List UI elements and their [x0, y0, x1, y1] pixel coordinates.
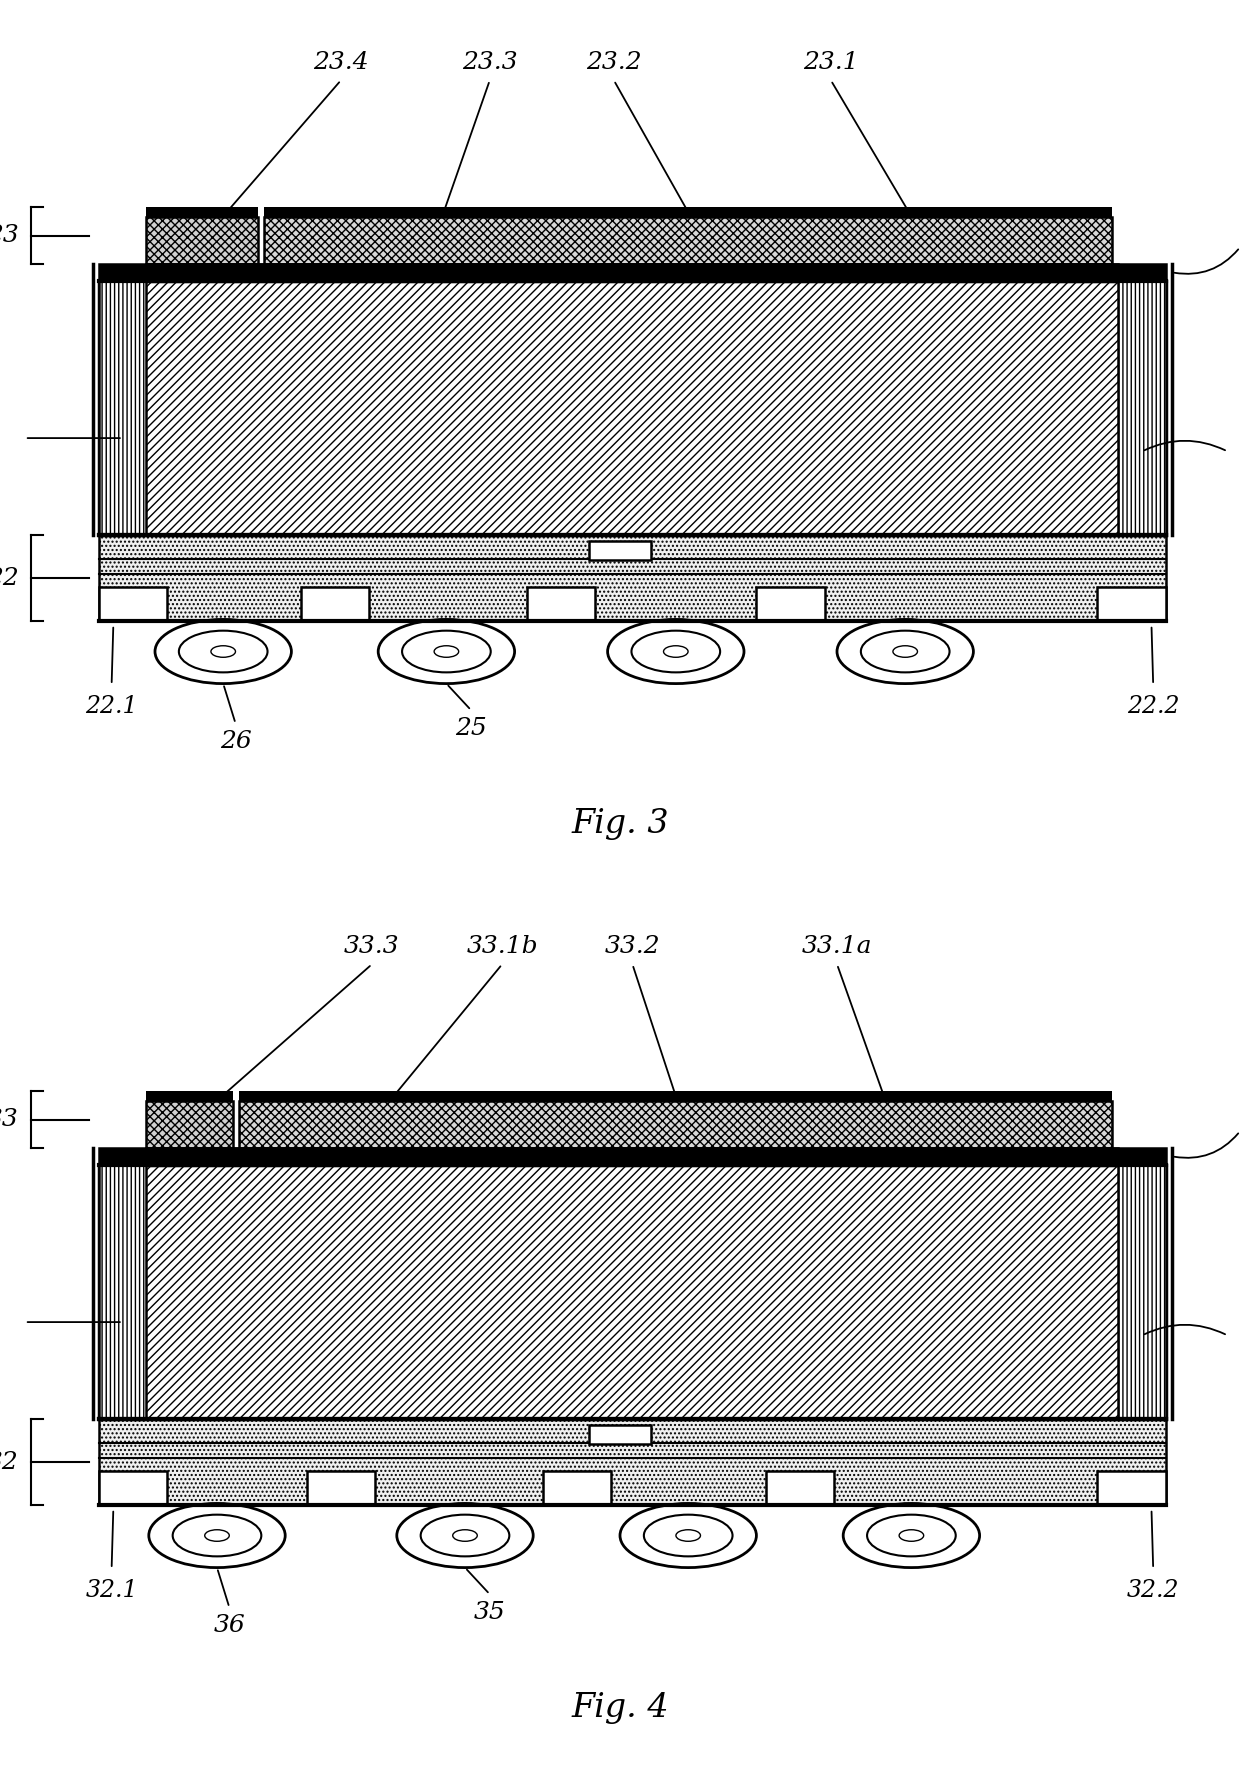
Bar: [589, 1425, 651, 1444]
Ellipse shape: [861, 631, 950, 672]
Text: 22.2: 22.2: [1127, 695, 1179, 718]
Text: 23.2: 23.2: [587, 51, 641, 74]
Ellipse shape: [149, 1503, 285, 1568]
Text: 22.1: 22.1: [86, 695, 138, 718]
Text: 32: 32: [0, 1450, 19, 1473]
Bar: [264, 207, 1112, 217]
Text: 36: 36: [213, 1614, 246, 1637]
Text: 26: 26: [219, 730, 252, 753]
Text: 23: 23: [0, 225, 19, 248]
Text: 32.2: 32.2: [1127, 1579, 1179, 1602]
Bar: [301, 587, 370, 621]
Bar: [1097, 1471, 1166, 1505]
Bar: [589, 541, 651, 560]
Bar: [99, 1165, 146, 1418]
Ellipse shape: [155, 619, 291, 684]
Text: 33.1b: 33.1b: [466, 935, 538, 958]
Ellipse shape: [663, 645, 688, 658]
Bar: [99, 1165, 1166, 1418]
Ellipse shape: [899, 1529, 924, 1542]
Text: 33.3: 33.3: [345, 935, 399, 958]
Ellipse shape: [205, 1529, 229, 1542]
Bar: [146, 217, 258, 263]
Text: 33: 33: [0, 1109, 19, 1132]
Bar: [1118, 1165, 1166, 1418]
Ellipse shape: [402, 631, 491, 672]
Ellipse shape: [378, 619, 515, 684]
Ellipse shape: [867, 1515, 956, 1556]
Ellipse shape: [434, 645, 459, 658]
Text: Fig. 4: Fig. 4: [572, 1692, 668, 1724]
Ellipse shape: [837, 619, 973, 684]
Text: 32.1: 32.1: [86, 1579, 138, 1602]
Bar: [99, 1147, 1166, 1165]
Bar: [1118, 281, 1166, 534]
Bar: [264, 217, 1112, 263]
Ellipse shape: [620, 1503, 756, 1568]
Text: 33.2: 33.2: [605, 935, 660, 958]
Text: 23.4: 23.4: [314, 51, 368, 74]
Ellipse shape: [420, 1515, 510, 1556]
Ellipse shape: [179, 631, 268, 672]
Bar: [756, 587, 825, 621]
Ellipse shape: [211, 645, 236, 658]
Ellipse shape: [453, 1529, 477, 1542]
Bar: [239, 1101, 1112, 1147]
Ellipse shape: [676, 1529, 701, 1542]
Text: 22: 22: [0, 566, 19, 589]
Text: 33.1a: 33.1a: [802, 935, 872, 958]
Bar: [146, 1101, 233, 1147]
Bar: [99, 263, 1166, 281]
Text: Fig. 3: Fig. 3: [572, 808, 668, 840]
Ellipse shape: [631, 631, 720, 672]
Bar: [308, 1471, 376, 1505]
Bar: [527, 587, 595, 621]
Bar: [99, 587, 167, 621]
Bar: [146, 1091, 233, 1101]
Bar: [146, 207, 258, 217]
Bar: [99, 1471, 167, 1505]
Bar: [239, 1091, 1112, 1101]
Text: 25: 25: [455, 718, 487, 741]
Bar: [99, 281, 146, 534]
Text: 23.1: 23.1: [804, 51, 858, 74]
Ellipse shape: [608, 619, 744, 684]
Text: 35: 35: [474, 1602, 506, 1625]
Bar: [1097, 587, 1166, 621]
Bar: [99, 1418, 1166, 1505]
Ellipse shape: [397, 1503, 533, 1568]
Bar: [99, 281, 1166, 534]
Bar: [99, 534, 1166, 621]
Bar: [543, 1471, 611, 1505]
Ellipse shape: [893, 645, 918, 658]
Bar: [766, 1471, 835, 1505]
Ellipse shape: [843, 1503, 980, 1568]
Ellipse shape: [644, 1515, 733, 1556]
Text: 23.3: 23.3: [463, 51, 517, 74]
Ellipse shape: [172, 1515, 262, 1556]
